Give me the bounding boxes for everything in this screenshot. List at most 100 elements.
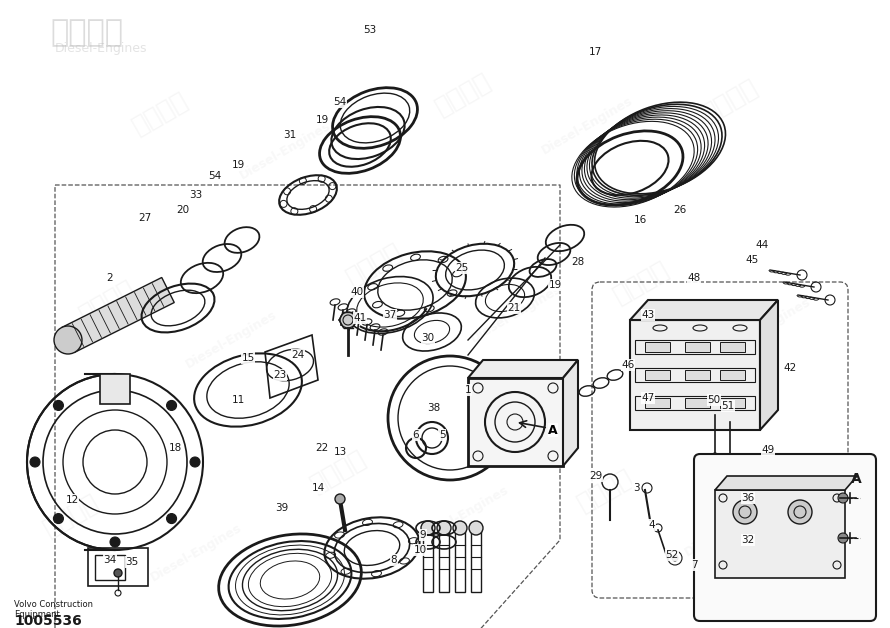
Bar: [685, 398, 710, 408]
Bar: [635, 340, 755, 354]
FancyBboxPatch shape: [694, 454, 876, 621]
Circle shape: [30, 457, 40, 467]
Text: A: A: [548, 423, 558, 436]
Text: Volvo Construction
Equipment: Volvo Construction Equipment: [14, 600, 93, 619]
Circle shape: [53, 401, 63, 411]
Bar: [685, 342, 710, 352]
Text: 8: 8: [391, 555, 397, 565]
Bar: [645, 398, 670, 408]
Bar: [720, 398, 745, 408]
Circle shape: [166, 401, 176, 411]
Text: 19: 19: [231, 160, 245, 170]
Circle shape: [838, 493, 848, 503]
Bar: [439, 530, 449, 592]
Text: 40: 40: [351, 287, 363, 297]
Bar: [645, 342, 670, 352]
Text: 27: 27: [138, 213, 151, 223]
Polygon shape: [715, 476, 857, 490]
Text: Diesel-Engines: Diesel-Engines: [55, 42, 148, 55]
Text: 1005536: 1005536: [14, 614, 82, 628]
Circle shape: [672, 555, 678, 561]
Bar: [635, 396, 755, 410]
Bar: [95, 555, 125, 580]
Text: 7: 7: [691, 560, 697, 570]
Circle shape: [726, 460, 734, 468]
Text: 53: 53: [363, 25, 376, 35]
Polygon shape: [630, 300, 778, 320]
Polygon shape: [760, 300, 778, 430]
Text: Diesel-Engines: Diesel-Engines: [183, 308, 279, 371]
Text: 48: 48: [687, 273, 700, 283]
Text: 18: 18: [168, 443, 182, 453]
Text: Diesel-Engines: Diesel-Engines: [148, 521, 244, 584]
Circle shape: [421, 521, 435, 535]
Text: 43: 43: [642, 310, 655, 320]
Polygon shape: [563, 360, 578, 466]
Text: 紫发动力: 紫发动力: [128, 88, 192, 138]
Text: 19: 19: [315, 115, 328, 125]
Text: 紫发动力: 紫发动力: [306, 446, 370, 496]
Text: 51: 51: [722, 401, 734, 411]
Circle shape: [733, 500, 757, 524]
Circle shape: [340, 312, 356, 328]
Text: 19: 19: [548, 280, 562, 290]
Circle shape: [114, 569, 122, 577]
Bar: [468, 378, 563, 466]
Circle shape: [166, 514, 176, 524]
Text: 21: 21: [507, 303, 521, 313]
Text: 紫发动力: 紫发动力: [431, 69, 495, 119]
Text: 15: 15: [241, 353, 255, 363]
Text: 4: 4: [649, 520, 655, 530]
Bar: [645, 370, 670, 380]
Text: 1: 1: [465, 385, 472, 395]
Text: 11: 11: [231, 395, 245, 405]
Text: 2: 2: [107, 273, 113, 283]
Bar: [720, 342, 745, 352]
Text: 13: 13: [334, 447, 346, 457]
Circle shape: [54, 326, 82, 354]
Text: 37: 37: [384, 310, 397, 320]
Text: 35: 35: [125, 557, 139, 567]
Text: 紫发动力: 紫发动力: [609, 257, 673, 308]
Text: Diesel-Engines: Diesel-Engines: [415, 484, 511, 546]
Text: 16: 16: [634, 215, 647, 225]
Text: 28: 28: [571, 257, 585, 267]
Text: 12: 12: [65, 495, 78, 505]
Text: 34: 34: [103, 555, 117, 565]
Circle shape: [469, 521, 483, 535]
Text: 29: 29: [589, 471, 603, 481]
Text: 17: 17: [588, 47, 602, 57]
Bar: [471, 530, 481, 592]
Bar: [635, 368, 755, 382]
Text: Diesel-Engines: Diesel-Engines: [682, 496, 778, 559]
Circle shape: [110, 377, 120, 387]
Text: 42: 42: [783, 363, 797, 373]
Text: 38: 38: [427, 403, 441, 413]
Circle shape: [838, 533, 848, 543]
Text: 25: 25: [456, 263, 469, 273]
Bar: [423, 530, 433, 592]
Text: 33: 33: [190, 190, 203, 200]
Text: Diesel-Engines: Diesel-Engines: [237, 119, 333, 182]
Text: 44: 44: [756, 240, 769, 250]
Text: 54: 54: [334, 97, 346, 107]
Text: 24: 24: [291, 350, 304, 360]
Text: 5: 5: [439, 430, 445, 440]
Text: 紫发动力: 紫发动力: [698, 75, 762, 126]
Bar: [88, 548, 148, 586]
Text: 31: 31: [283, 130, 296, 140]
Polygon shape: [468, 360, 578, 378]
Text: 54: 54: [208, 171, 222, 181]
Text: 10: 10: [414, 545, 426, 555]
Text: Diesel-Engines: Diesel-Engines: [539, 94, 635, 157]
Text: 52: 52: [666, 550, 679, 560]
Bar: [720, 370, 745, 380]
Text: 30: 30: [422, 333, 434, 343]
Text: 20: 20: [176, 205, 190, 215]
Text: 47: 47: [642, 393, 655, 403]
Text: 32: 32: [741, 535, 755, 545]
Text: 14: 14: [312, 483, 325, 493]
Bar: [715, 490, 845, 578]
Bar: [100, 374, 130, 404]
Circle shape: [437, 521, 451, 535]
